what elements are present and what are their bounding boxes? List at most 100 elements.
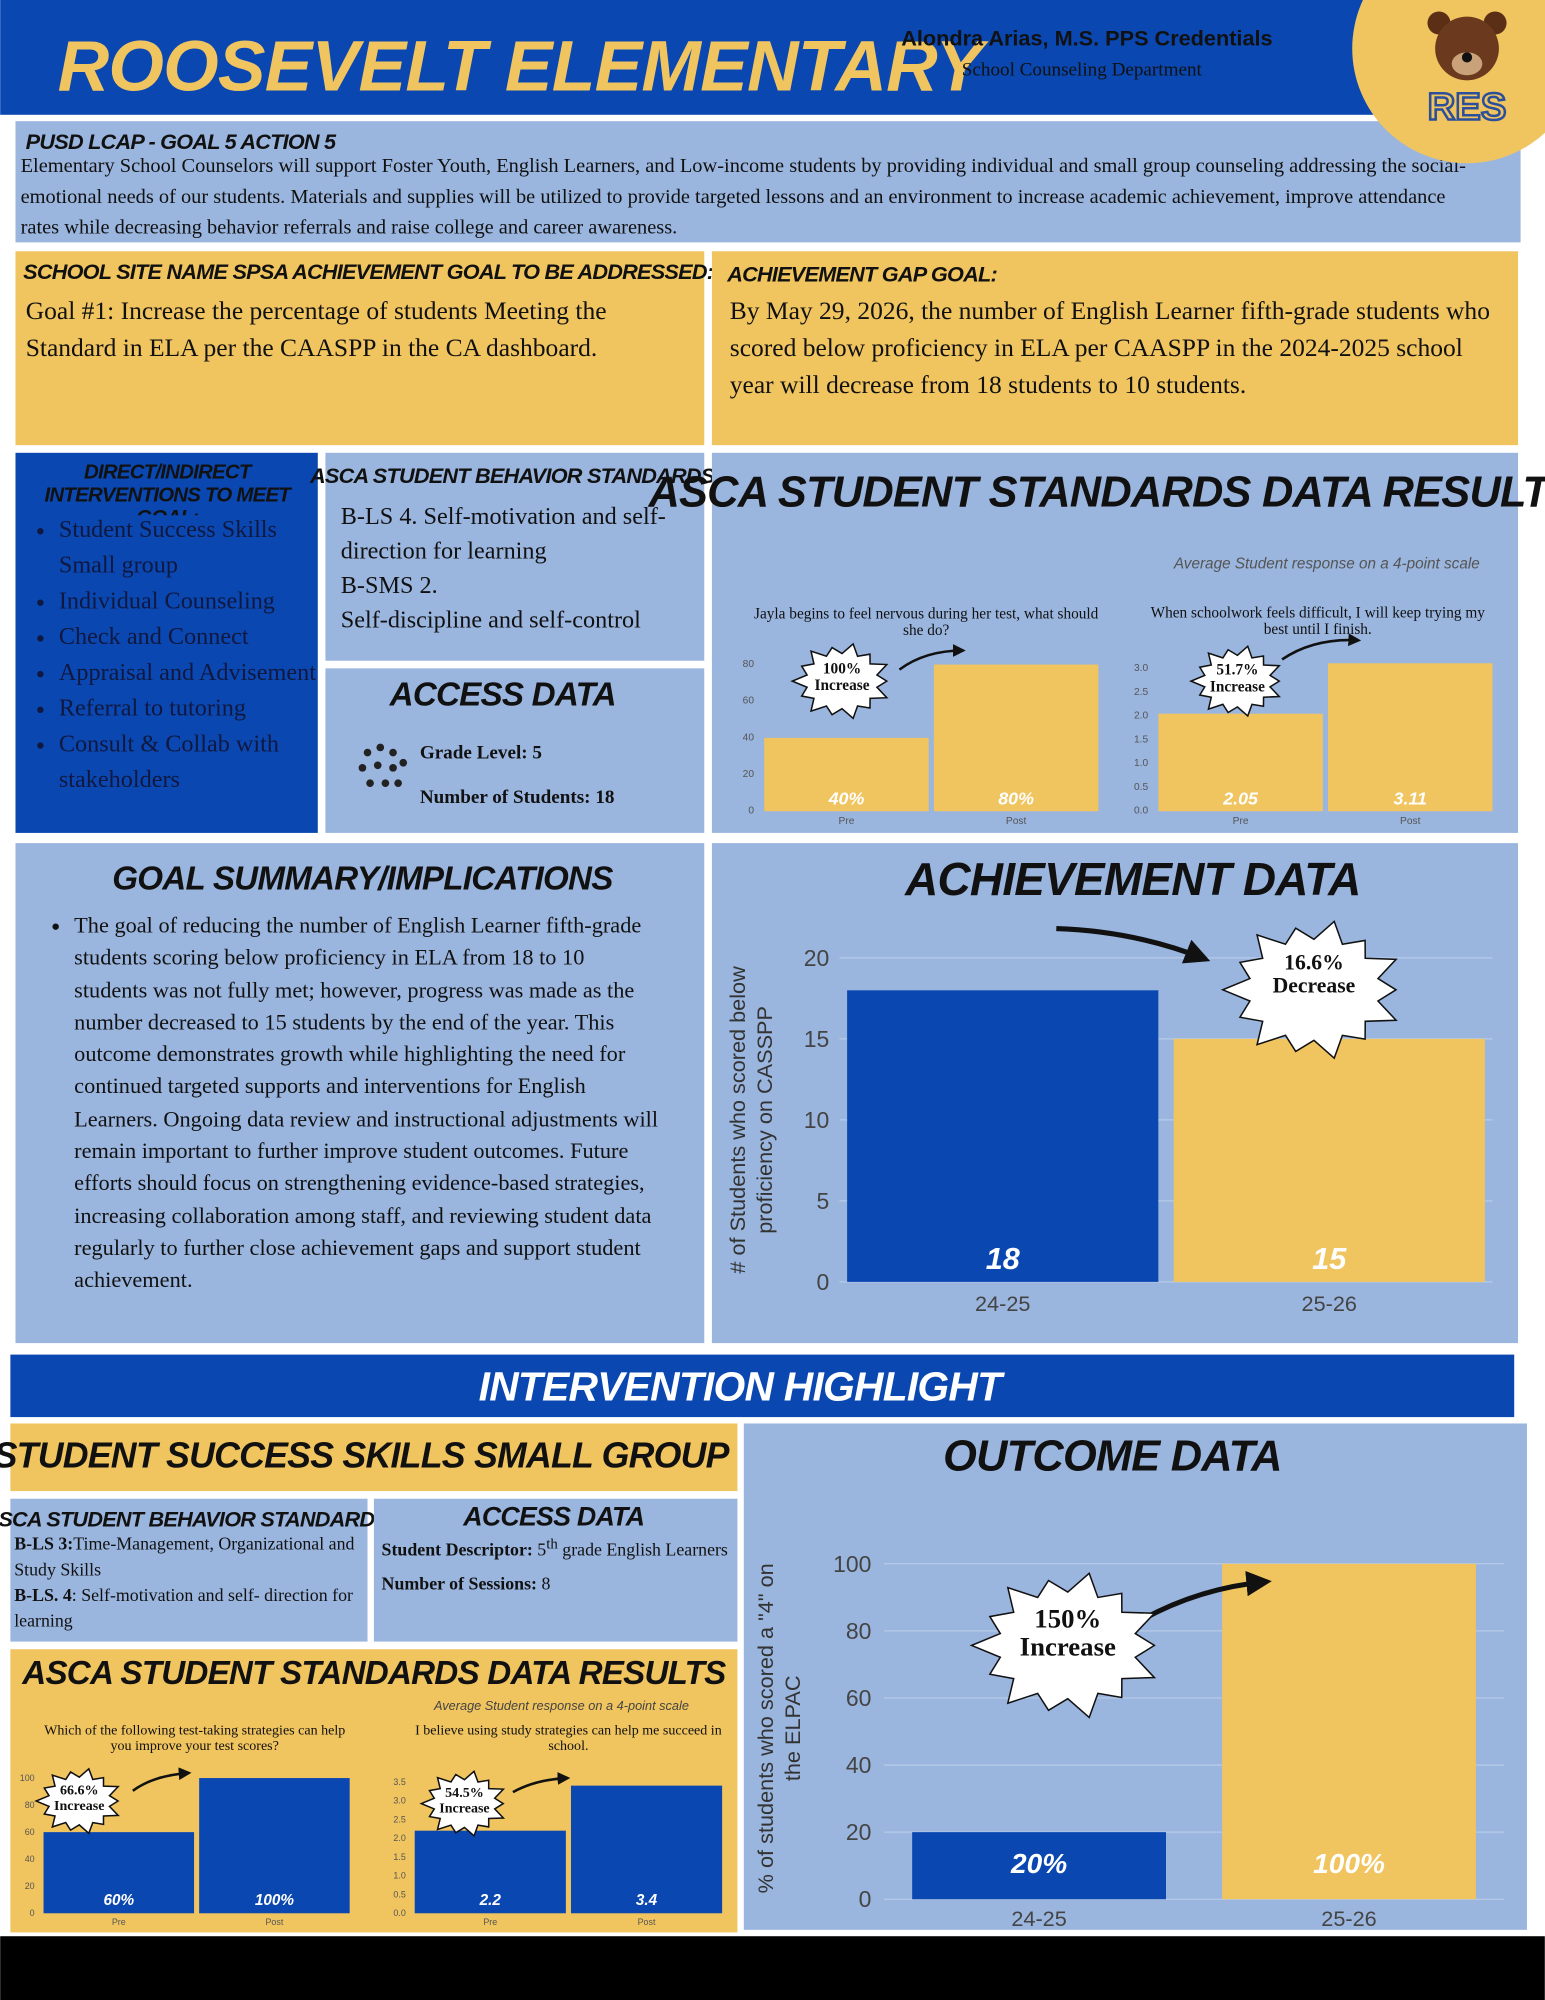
y-tick-label: 3.0 [393,1796,405,1806]
annotation-burst [969,1572,1157,1719]
interventions-heading: DIRECT/INDIRECT INTERVENTIONS TO MEET GO… [44,461,291,516]
y-axis-label-box: % of students who scored a "4" on the EL… [754,1563,806,1894]
y-tick-label: 3.5 [393,1777,405,1787]
sessions: Number of Sessions: 8 [382,1568,734,1601]
interventions-list: Student Success Skills Small group Indiv… [21,513,317,799]
x-tick-label: 24-25 [1011,1906,1066,1931]
small-access-box [373,1498,738,1642]
chart-question-box: I believe using study strategies can hel… [415,1723,722,1754]
decoration [389,764,397,772]
y-tick-label: 10 [804,1107,830,1133]
y-tick-label: 80 [25,1800,35,1810]
x-tick-label: Post [638,1917,656,1927]
y-tick-label: 0.5 [393,1889,405,1899]
bar [933,664,1099,812]
bar [199,1778,350,1914]
bar [1173,1038,1485,1282]
logo-snout [1451,52,1483,76]
asca-standards-text-box: B-LS 4. Self-motivation and self-directi… [341,504,666,634]
decoration [381,779,390,787]
y-tick-label: 5 [816,1188,829,1214]
small-standards-heading: ASCA STUDENT BEHAVIOR STANDARDS: [0,1507,395,1532]
value-label: 15 [1312,1242,1347,1276]
small-standards-box [10,1498,368,1642]
y-tick-label: 1.5 [1134,734,1148,745]
decoration [376,743,385,752]
small-access-text-box: Student Descriptor: 5th grade English Le… [382,1528,734,1602]
annotation-arrow [1281,633,1362,661]
bar [912,1832,1166,1900]
logo-text: RES [1428,86,1507,129]
school-title: ROOSEVELT ELEMENTARY [58,26,989,106]
annotation-text-box: 100% Increase [815,660,870,693]
outcome-heading: OUTCOME DATA [943,1433,1281,1481]
x-tick-label: Post [1006,816,1027,827]
intervention-item: Referral to tutoring [59,691,317,727]
y-tick-label: 0.0 [1134,806,1148,817]
lcap-text-box: Elementary School Counselors will suppor… [20,155,1466,239]
x-tick-label: Post [265,1917,283,1927]
y-axis-label: # of Students who scored below proficien… [725,966,777,1274]
x-tick-label: 25-26 [1321,1906,1376,1931]
access-value: 18 [595,787,614,808]
descriptor-part: grade English Learners [557,1541,728,1561]
chart-question-box: Jayla begins to feel nervous during her … [754,605,1099,640]
x-tick-label: Pre [112,1917,126,1927]
small-results-subtitle: Average Student response on a 4-point sc… [433,1698,689,1713]
annotation-arrow [898,644,966,671]
annotation-arrow [512,1772,571,1794]
bar [764,737,929,812]
decoration [358,764,367,772]
y-tick-label: 15 [804,1026,830,1052]
small-results-heading: ASCA STUDENT STANDARDS DATA RESULTS [21,1655,726,1692]
intervention-item: Student Success Skills Small group [59,513,317,584]
asca-standards-box [325,452,705,661]
chart-question: Jayla begins to feel nervous during her … [754,605,1099,640]
intervention-item: Individual Counseling [59,584,317,620]
bar [1222,1563,1476,1900]
annotation-burst [1220,920,1398,1060]
annotation-text: 66.6% Increase [54,1782,105,1814]
decoration [389,748,397,757]
chart-question: When schoolwork feels difficult, I will … [1150,604,1485,638]
header-band [0,0,1545,115]
people-icon [358,743,408,787]
small-access-heading: ACCESS DATA [462,1502,644,1532]
y-tick-label: 1.0 [1134,758,1148,769]
achievement-heading: ACHIEVEMENT DATA [904,853,1360,905]
value-label: 100% [255,1892,295,1909]
y-tick-label: 2.0 [393,1833,405,1843]
group-box [10,1423,738,1492]
decoration [363,748,372,757]
value-label: 40% [828,788,865,808]
bar [414,1830,566,1914]
lcap-text: Elementary School Counselors will suppor… [20,155,1466,239]
asca-standards-heading: ASCA STUDENT BEHAVIOR STANDARDS: [309,463,722,488]
value-label: 3.11 [1394,788,1427,808]
y-tick-label: 60 [25,1827,35,1837]
y-tick-label: 20 [743,769,755,780]
y-tick-label: 40 [743,732,755,743]
spsa-text-box: Goal #1: Increase the percentage of stud… [26,297,607,362]
y-tick-label: 40 [846,1752,872,1778]
decoration [366,779,374,787]
access-heading: ACCESS DATA [389,677,616,714]
y-tick-label: 1.0 [393,1871,405,1881]
asca-results-heading: ASCA STUDENT STANDARDS DATA RESULTS [647,468,1545,516]
access-item: Grade Level: 5 [420,742,542,763]
gap-heading: ACHIEVEMENT GAP GOAL: [726,262,997,287]
y-axis-label: % of students who scored a "4" on the EL… [754,1563,806,1894]
small-access-text: Student Descriptor: 5th grade English Le… [382,1528,734,1602]
bar [1158,713,1323,812]
chart-question: Which of the following test-taking strat… [44,1723,346,1754]
standard-code: B-LS 3: [14,1535,74,1555]
group-title: STUDENT SUCCESS SKILLS SMALL GROUP [0,1435,730,1475]
small-standards-text: B-LS 3:Time-Management, Organizational a… [14,1533,366,1635]
access-label: Grade Level: [420,742,528,763]
chart-question: I believe using study strategies can hel… [415,1723,722,1754]
summary-box [15,843,705,1344]
standard-item: B-LS. 4: Self-motivation and self- direc… [14,1584,366,1635]
value-label: 2.05 [1222,788,1259,808]
